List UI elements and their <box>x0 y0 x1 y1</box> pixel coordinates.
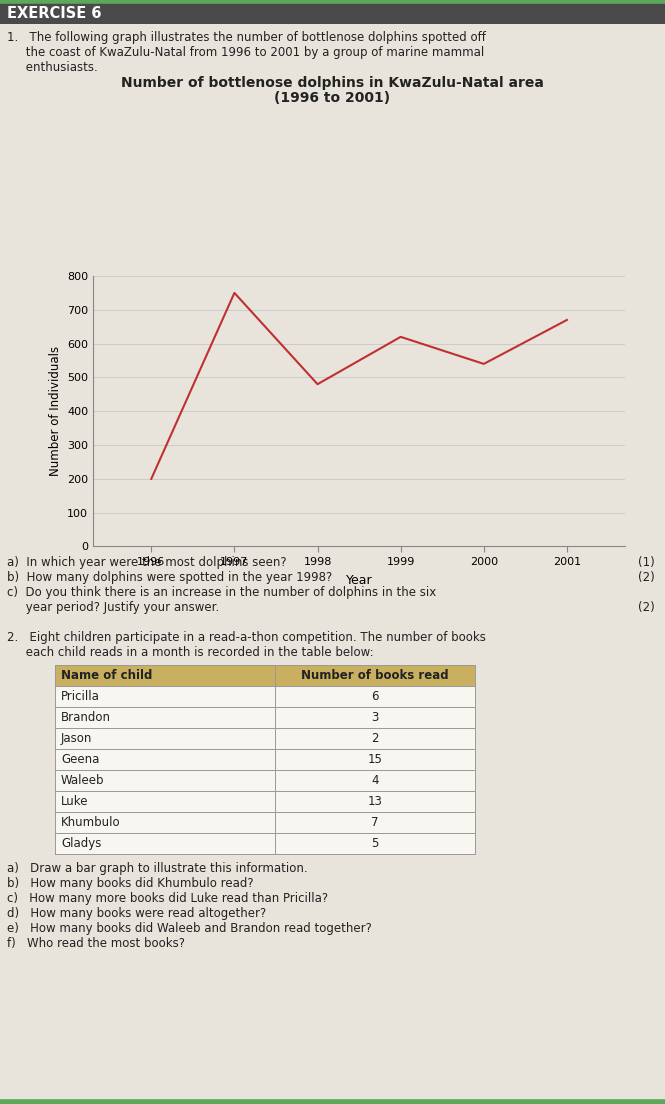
Text: enthusiasts.: enthusiasts. <box>7 61 98 74</box>
Bar <box>55 749 475 769</box>
Bar <box>55 686 475 707</box>
Text: 3: 3 <box>371 711 378 724</box>
Text: f)   Who read the most books?: f) Who read the most books? <box>7 937 185 951</box>
Text: a)   Draw a bar graph to illustrate this information.: a) Draw a bar graph to illustrate this i… <box>7 862 308 875</box>
Text: (2): (2) <box>638 601 655 614</box>
Text: b)   How many books did Khumbulo read?: b) How many books did Khumbulo read? <box>7 877 253 890</box>
Text: Pricilla: Pricilla <box>61 690 100 703</box>
Text: Gladys: Gladys <box>61 837 101 850</box>
Bar <box>0 2 665 24</box>
Bar <box>55 769 475 790</box>
Text: 13: 13 <box>368 795 382 808</box>
Text: 1.   The following graph illustrates the number of bottlenose dolphins spotted o: 1. The following graph illustrates the n… <box>7 31 486 44</box>
X-axis label: Year: Year <box>346 574 372 587</box>
Text: Jason: Jason <box>61 732 92 745</box>
Text: c)   How many more books did Luke read than Pricilla?: c) How many more books did Luke read tha… <box>7 892 328 905</box>
Text: (2): (2) <box>638 571 655 584</box>
Text: Geena: Geena <box>61 753 99 766</box>
Text: the coast of KwaZulu-Natal from 1996 to 2001 by a group of marine mammal: the coast of KwaZulu-Natal from 1996 to … <box>7 46 484 59</box>
Bar <box>55 707 475 728</box>
Text: (1): (1) <box>638 556 655 569</box>
Bar <box>55 813 475 834</box>
Y-axis label: Number of Individuals: Number of Individuals <box>49 347 62 476</box>
Bar <box>55 834 475 854</box>
Text: year period? Justify your answer.: year period? Justify your answer. <box>7 601 219 614</box>
Bar <box>55 790 475 813</box>
Text: 7: 7 <box>371 816 379 829</box>
Text: c)  Do you think there is an increase in the number of dolphins in the six: c) Do you think there is an increase in … <box>7 586 436 599</box>
Text: 15: 15 <box>368 753 382 766</box>
Text: 6: 6 <box>371 690 379 703</box>
Text: Brandon: Brandon <box>61 711 111 724</box>
Text: 2: 2 <box>371 732 379 745</box>
Text: (1996 to 2001): (1996 to 2001) <box>274 91 390 105</box>
Text: Khumbulo: Khumbulo <box>61 816 120 829</box>
Text: e)   How many books did Waleeb and Brandon read together?: e) How many books did Waleeb and Brandon… <box>7 922 372 935</box>
Text: Number of bottlenose dolphins in KwaZulu-Natal area: Number of bottlenose dolphins in KwaZulu… <box>120 76 543 91</box>
Text: Number of books read: Number of books read <box>301 669 449 682</box>
Text: 2.   Eight children participate in a read-a-thon competition. The number of book: 2. Eight children participate in a read-… <box>7 631 486 644</box>
Text: EXERCISE 6: EXERCISE 6 <box>7 6 102 21</box>
Text: a)  In which year were the most dolphins seen?: a) In which year were the most dolphins … <box>7 556 287 569</box>
Text: d)   How many books were read altogether?: d) How many books were read altogether? <box>7 907 266 920</box>
Text: 5: 5 <box>371 837 378 850</box>
Text: Waleeb: Waleeb <box>61 774 104 787</box>
Text: b)  How many dolphins were spotted in the year 1998?: b) How many dolphins were spotted in the… <box>7 571 332 584</box>
Text: Name of child: Name of child <box>61 669 152 682</box>
Text: Luke: Luke <box>61 795 88 808</box>
Text: 4: 4 <box>371 774 379 787</box>
Bar <box>55 665 475 686</box>
Text: each child reads in a month is recorded in the table below:: each child reads in a month is recorded … <box>7 646 374 659</box>
Bar <box>55 728 475 749</box>
